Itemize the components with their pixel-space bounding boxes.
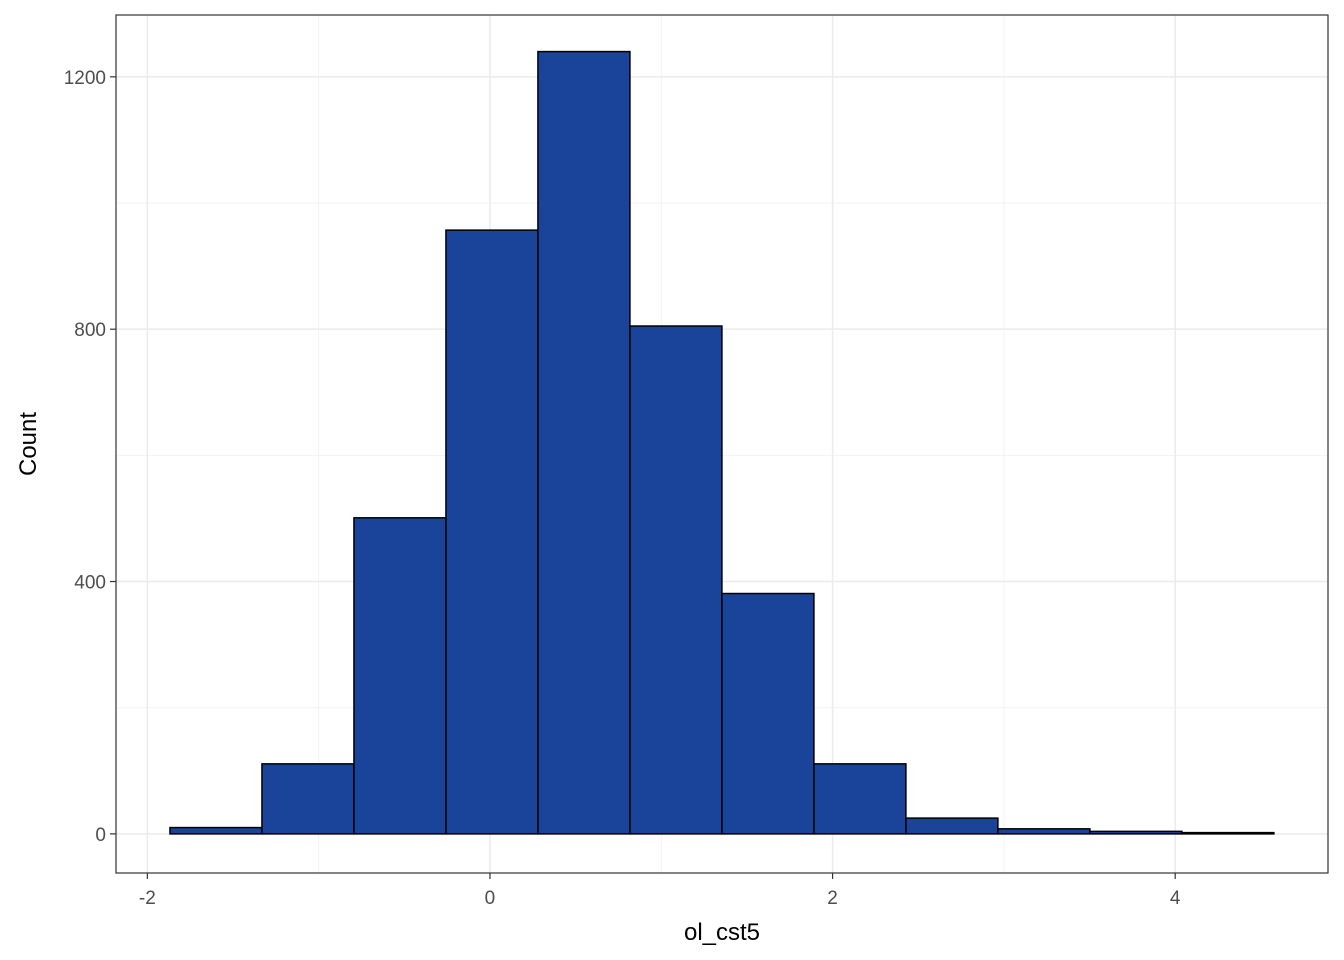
y-axis-title: Count (15, 412, 42, 476)
x-tick-label: 2 (827, 888, 838, 909)
y-tick-label: 0 (95, 825, 106, 846)
grid (116, 15, 1328, 873)
bar (1089, 830, 1183, 835)
bar (169, 826, 263, 835)
bar (721, 592, 815, 835)
y-tick-label: 800 (74, 320, 106, 341)
x-tick-label: 0 (485, 888, 496, 909)
x-axis-title: ol_cst5 (684, 919, 760, 946)
bar (905, 817, 999, 835)
bar (1181, 831, 1275, 835)
bar (261, 763, 355, 835)
x-tick-label: 4 (1170, 888, 1181, 909)
bars (169, 50, 1275, 835)
bar (445, 229, 539, 835)
axes: 0 400 800 1200 -2 0 2 4 (64, 68, 1181, 909)
bar (629, 325, 723, 835)
x-tick-label: -2 (139, 888, 156, 909)
y-tick-label: 1200 (64, 68, 106, 89)
bar (537, 50, 631, 835)
bar (353, 517, 447, 835)
bar (997, 828, 1091, 835)
y-tick-label: 400 (74, 573, 106, 594)
bar (813, 763, 907, 835)
panel-border (115, 14, 1329, 874)
